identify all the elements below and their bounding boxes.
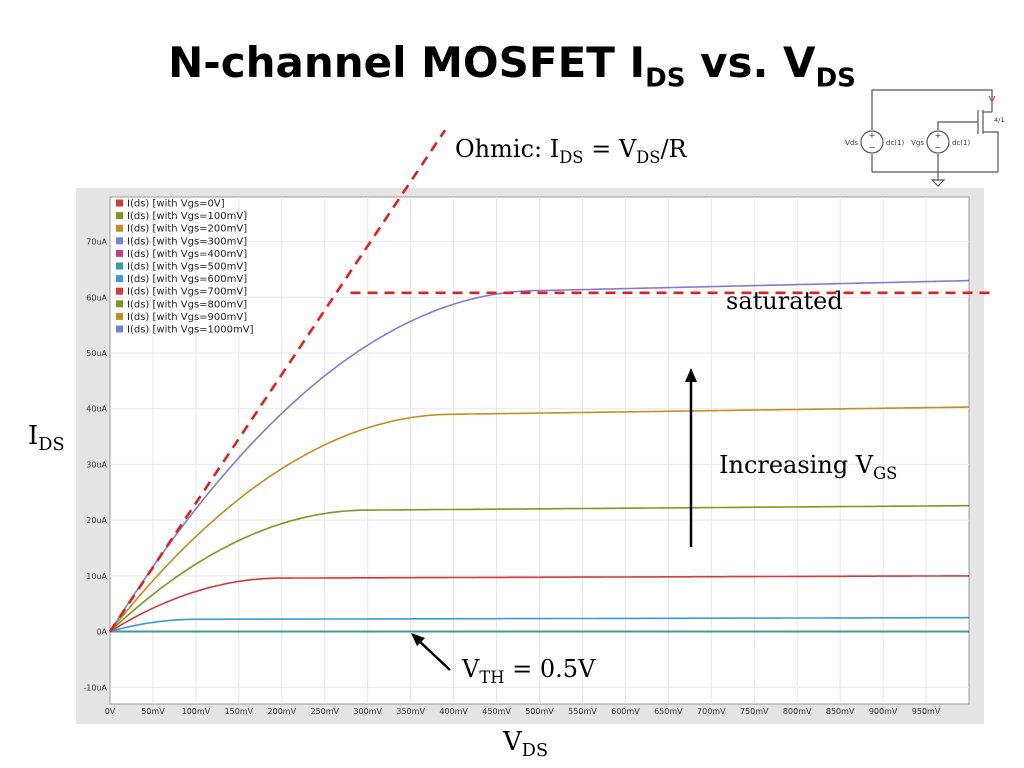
- legend-label: I(ds) [with Vgs=700mV]: [127, 287, 247, 298]
- legend-swatch: [116, 275, 123, 283]
- legend-swatch: [116, 300, 123, 308]
- saturated-label: saturated: [726, 287, 843, 315]
- curve-line: [109, 406, 970, 633]
- x-tick-label: 0V: [105, 707, 116, 716]
- curve-line: [109, 575, 969, 633]
- grid-lines: [110, 197, 969, 704]
- curve-line: [109, 616, 970, 633]
- legend-label: I(ds) [with Vgs=300mV]: [127, 236, 247, 247]
- legend-label: I(ds) [with Vgs=500mV]: [127, 262, 247, 273]
- vth-label: VTH = 0.5V: [462, 655, 596, 687]
- legend-swatch: [116, 262, 123, 270]
- legend-swatch: [116, 237, 123, 245]
- vth-arrow: [417, 639, 451, 671]
- circuit-schematic: + − + − Vds dc(1) Vgs dc(1) 4/1: [845, 89, 1004, 187]
- x-tick-label: 300mV: [353, 707, 382, 716]
- legend-swatch: [116, 287, 123, 295]
- ohmic-line: [108, 129, 447, 633]
- y-tick-label: 40uA: [86, 405, 107, 414]
- x-tick-label: 650mV: [654, 707, 683, 716]
- x-tick-label: 100mV: [182, 707, 211, 716]
- legend-swatch: [116, 199, 123, 207]
- x-tick-label: 750mV: [740, 707, 769, 716]
- y-axis-label: IDS: [28, 421, 65, 456]
- legend-swatch: [116, 325, 123, 333]
- x-tick-labels: 0V 50mV 100mV 150mV 200mV 250mV 300mV 350mV 400m…: [105, 707, 941, 716]
- vds-source-value: dc(1): [886, 139, 904, 147]
- vgs-source-icon: + −: [926, 130, 950, 154]
- mosfet-size-label: 4/1: [994, 116, 1004, 124]
- x-tick-label: 50mV: [141, 707, 165, 716]
- x-tick-label: 600mV: [611, 707, 640, 716]
- legend-label: I(ds) [with Vgs=1000mV]: [127, 325, 254, 336]
- legend-label: I(ds) [with Vgs=400mV]: [127, 249, 247, 260]
- curves: [109, 279, 970, 633]
- x-tick-label: 550mV: [568, 707, 597, 716]
- x-tick-label: 900mV: [869, 707, 898, 716]
- x-tick-label: 700mV: [697, 707, 726, 716]
- y-tick-label: 10uA: [86, 572, 107, 581]
- y-tick-label: 30uA: [86, 460, 107, 469]
- curve-line: [109, 279, 970, 633]
- y-tick-label: 70uA: [86, 238, 107, 247]
- legend: I(ds) [with Vgs=0V]I(ds) [with Vgs=100mV…: [116, 199, 254, 336]
- x-tick-label: 200mV: [268, 707, 297, 716]
- ohmic-label: Ohmic: IDS = VDS/R: [455, 135, 687, 167]
- vds-source-label: Vds: [845, 139, 858, 147]
- page-title: N-channel MOSFET IDS vs. VDS: [168, 38, 856, 94]
- legend-label: I(ds) [with Vgs=0V]: [127, 199, 225, 210]
- svg-text:+: +: [869, 131, 876, 140]
- vgs-source-value: dc(1): [952, 139, 970, 147]
- svg-text:−: −: [935, 143, 942, 152]
- legend-swatch: [116, 212, 123, 220]
- x-tick-label: 950mV: [912, 707, 941, 716]
- increasing-vgs-arrowhead: [685, 368, 697, 382]
- y-tick-label: 0A: [96, 628, 107, 637]
- legend-swatch: [116, 312, 123, 320]
- guide-lines: [108, 129, 990, 633]
- x-tick-label: 450mV: [482, 707, 511, 716]
- increasing-vgs-label: Increasing VGS: [719, 451, 898, 483]
- vgs-source-label: Vgs: [911, 139, 924, 147]
- x-tick-label: 150mV: [225, 707, 254, 716]
- probe-icon: [988, 95, 996, 104]
- x-tick-label: 850mV: [826, 707, 855, 716]
- legend-label: I(ds) [with Vgs=100mV]: [127, 211, 247, 222]
- vth-arrowhead: [411, 633, 425, 646]
- x-tick-label: 250mV: [310, 707, 339, 716]
- legend-label: I(ds) [with Vgs=200mV]: [127, 224, 247, 235]
- y-tick-labels: -10uA 0A 10uA 20uA 30uA 40uA 50uA 60uA 70uA: [83, 238, 107, 693]
- y-tick-label: 50uA: [86, 349, 107, 358]
- legend-label: I(ds) [with Vgs=800mV]: [127, 299, 247, 310]
- y-tick-label: 20uA: [86, 516, 107, 525]
- x-tick-label: 400mV: [439, 707, 468, 716]
- legend-label: I(ds) [with Vgs=900mV]: [127, 312, 247, 323]
- svg-text:+: +: [935, 131, 942, 140]
- legend-swatch: [116, 249, 123, 257]
- x-tick-label: 500mV: [525, 707, 554, 716]
- ground-icon: [930, 179, 946, 187]
- legend-label: I(ds) [with Vgs=600mV]: [127, 274, 247, 285]
- legend-swatch: [116, 224, 123, 232]
- vds-source-icon: + −: [860, 130, 884, 154]
- x-axis-label: VDS: [503, 727, 549, 762]
- y-tick-label: -10uA: [83, 683, 107, 692]
- y-tick-label: 60uA: [86, 293, 107, 302]
- x-tick-label: 800mV: [783, 707, 812, 716]
- curve-line: [109, 504, 969, 633]
- svg-text:−: −: [869, 143, 876, 152]
- x-tick-label: 350mV: [396, 707, 425, 716]
